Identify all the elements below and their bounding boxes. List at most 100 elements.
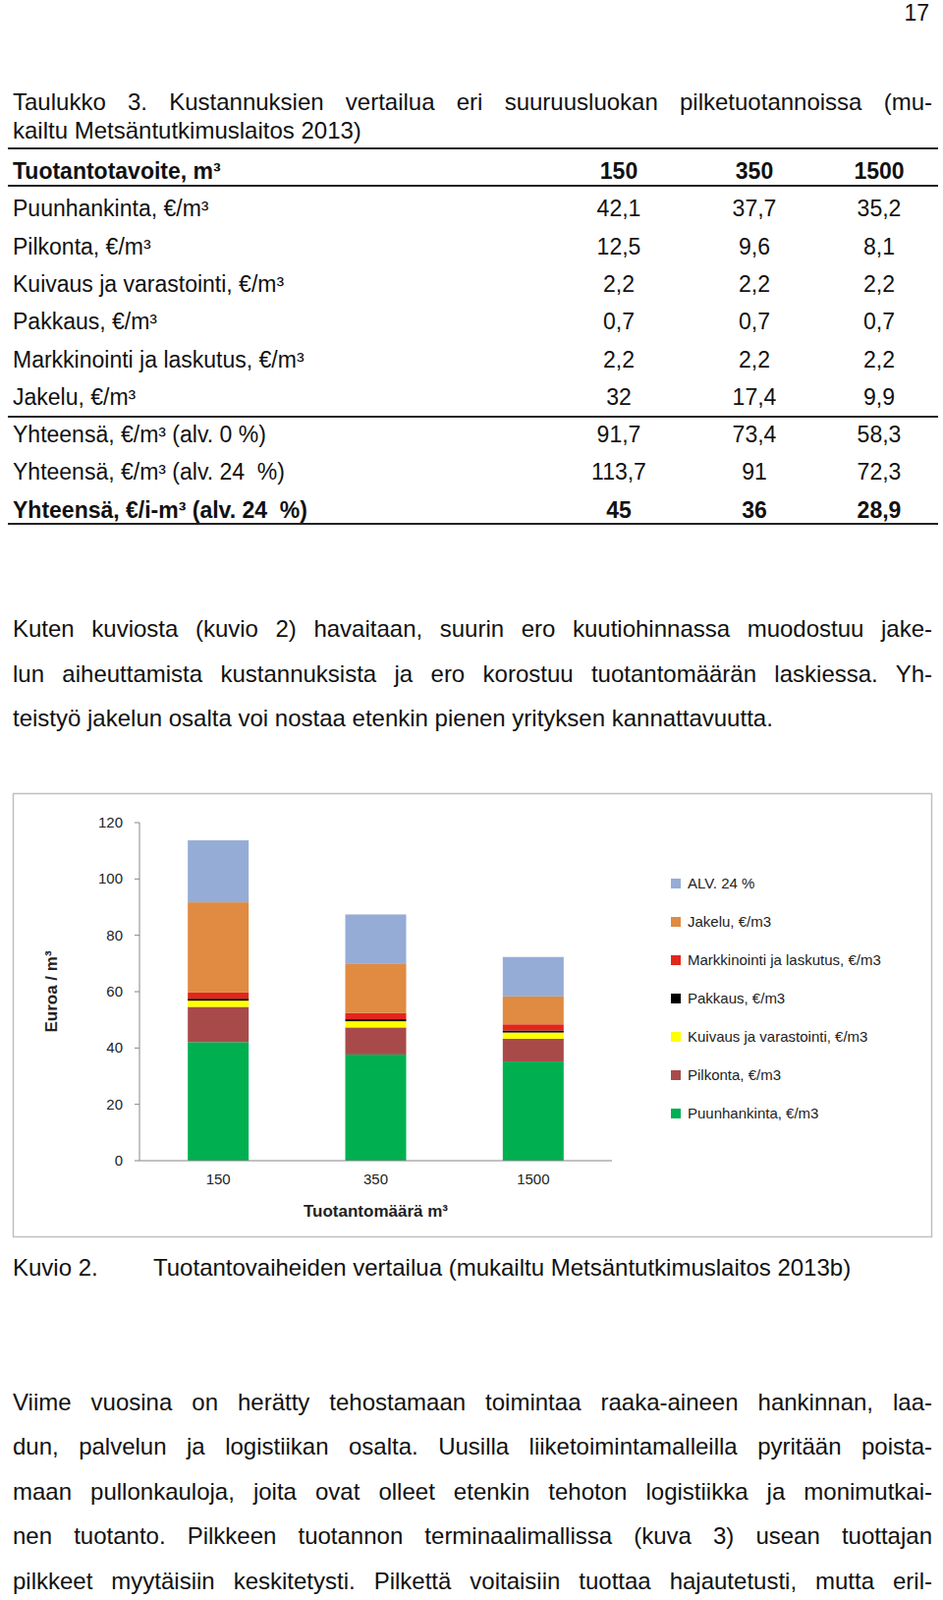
- bar-segment: [502, 996, 564, 1024]
- chart: 0204060801001201503501500Tuotantomäärä m…: [0, 0, 943, 1600]
- table-label: Yhteensä, €/m³ (alv. 0 %): [12, 420, 267, 448]
- page: {"page_number": "17", "table": { "captio…: [0, 0, 943, 1600]
- table-cell: 2,2: [695, 270, 814, 298]
- table-cell: 91: [695, 457, 814, 486]
- chart-frame: [13, 793, 933, 1237]
- table-label: Jakelu, €/m³: [12, 383, 136, 411]
- bar-segment: [187, 839, 249, 902]
- table-cell: 32: [559, 383, 678, 411]
- table-rule: [7, 415, 939, 418]
- text-line: pilkkeet myytäisiin keskitetysti. Pilket…: [12, 1565, 933, 1596]
- y-tick-label: 20: [106, 1095, 123, 1112]
- bar-segment: [502, 1038, 564, 1061]
- bar-segment: [345, 1026, 407, 1054]
- legend-swatch: [670, 1069, 681, 1080]
- table-label: Tuotantotavoite, m³: [12, 157, 222, 185]
- bar-segment: [187, 901, 249, 993]
- bar-segment: [345, 1053, 407, 1161]
- y-tick-label: 100: [98, 869, 123, 887]
- text-line: Viime vuosina on herätty tehostamaan toi…: [12, 1386, 933, 1417]
- table-label: Pilkonta, €/m³: [12, 232, 152, 261]
- text-line: nen tuotanto. Pilkkeen tuotannon termina…: [12, 1520, 933, 1551]
- table-label: Yhteensä, €/i-m³ (alv. 24 %): [12, 496, 308, 524]
- table-cell: 36: [695, 496, 814, 524]
- text-line: Taulukko 3. Kustannuksien vertailua eri …: [12, 87, 933, 117]
- y-tick-label: 60: [106, 982, 123, 999]
- table-cell: 350: [695, 157, 814, 185]
- text-line: kailtu Metsäntutkimuslaitos 2013): [12, 115, 933, 146]
- table-cell: 58,3: [820, 420, 939, 448]
- bar-segment: [187, 1005, 249, 1042]
- bar-segment: [187, 992, 249, 999]
- text-line: teistyö jakelun osalta voi nostaa etenki…: [12, 703, 933, 733]
- bar-segment: [502, 1023, 564, 1030]
- table-cell: 28,9: [820, 496, 939, 524]
- table-cell: 37,7: [695, 194, 814, 222]
- legend-swatch: [670, 1031, 681, 1042]
- y-tick: [134, 1160, 140, 1162]
- table-cell: 17,4: [695, 383, 814, 411]
- table-cell: 2,2: [820, 270, 939, 298]
- text-line: Kuten kuviosta (kuvio 2) havaitaan, suur…: [12, 613, 933, 644]
- y-tick: [134, 822, 140, 824]
- text-line: lun aiheuttamista kustannuksista ja ero …: [12, 659, 933, 689]
- y-tick: [134, 991, 140, 993]
- table-cell: 42,1: [559, 194, 678, 222]
- table-cell: 2,2: [695, 345, 814, 374]
- legend-label: Pakkaus, €/m3: [687, 989, 785, 1006]
- x-tick-label: 150: [206, 1169, 231, 1187]
- table-rule: [7, 147, 939, 150]
- table-label: Yhteensä, €/m³ (alv. 24 %): [12, 457, 285, 486]
- bar-segment: [502, 1032, 564, 1039]
- table-cell: 35,2: [820, 194, 939, 222]
- table-cell: 12,5: [559, 232, 678, 261]
- legend-label: Pilkonta, €/m3: [687, 1065, 781, 1083]
- table-cell: 2,2: [559, 345, 678, 374]
- bar-segment: [187, 999, 249, 1006]
- bar-segment: [187, 998, 249, 1000]
- bar-segment: [502, 1060, 564, 1161]
- table-cell: 9,6: [695, 232, 814, 261]
- table-cell: 2,2: [820, 345, 939, 374]
- x-tick-label: 1500: [516, 1169, 550, 1187]
- text-line: maan pullonkauloja, joita ovat olleet et…: [12, 1476, 933, 1506]
- table-rule: [7, 184, 939, 187]
- legend-swatch: [670, 993, 681, 1003]
- table-cell: 73,4: [695, 420, 814, 448]
- legend-swatch: [670, 916, 681, 927]
- x-axis-label: Tuotantomäärä m³: [303, 1201, 448, 1221]
- bar-segment: [345, 1018, 407, 1021]
- table-label: Pakkaus, €/m³: [12, 307, 158, 335]
- table-cell: 45: [559, 496, 678, 524]
- y-tick: [134, 934, 140, 936]
- bar-segment: [345, 1020, 407, 1027]
- bar-segment: [502, 1030, 564, 1033]
- legend-label: Puunhankinta, €/m3: [687, 1104, 819, 1121]
- table-cell: 0,7: [695, 307, 814, 335]
- legend-label: Jakelu, €/m3: [687, 912, 772, 930]
- table-cell: 0,7: [559, 307, 678, 335]
- legend-label: ALV. 24 %: [687, 874, 755, 891]
- table-rule: [7, 522, 939, 525]
- table-label: Markkinointi ja laskutus, €/m³: [12, 345, 305, 374]
- y-axis-label: Euroa / m³: [42, 949, 61, 1032]
- y-tick-label: 40: [106, 1038, 123, 1055]
- y-tick: [134, 1047, 140, 1049]
- y-tick-label: 80: [106, 926, 123, 943]
- table-cell: 91,7: [559, 420, 678, 448]
- figure-caption: Tuotantovaiheiden vertailua (mukailtu Me…: [153, 1252, 851, 1282]
- table-cell: 1500: [820, 157, 939, 185]
- y-tick: [134, 1103, 140, 1105]
- y-tick-label: 120: [98, 813, 123, 831]
- legend-label: Kuivaus ja varastointi, €/m3: [687, 1027, 868, 1045]
- table-cell: 9,9: [820, 383, 939, 411]
- table-cell: 8,1: [820, 232, 939, 261]
- table-cell: 2,2: [559, 270, 678, 298]
- bar-segment: [187, 1041, 249, 1161]
- table-cell: 0,7: [820, 307, 939, 335]
- text-line: dun, palvelun ja logistiikan osalta. Uus…: [12, 1431, 933, 1461]
- y-tick: [134, 878, 140, 880]
- x-tick-label: 350: [363, 1169, 389, 1187]
- x-axis: [139, 1160, 612, 1162]
- figure-label: Kuvio 2.: [12, 1252, 99, 1282]
